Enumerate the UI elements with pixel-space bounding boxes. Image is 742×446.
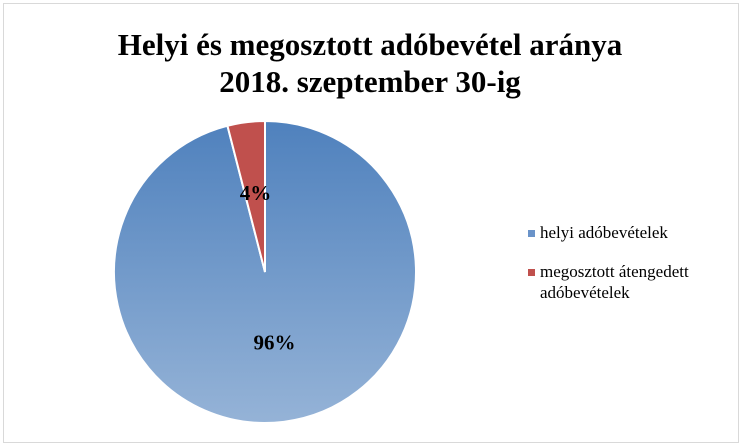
legend-swatch <box>528 230 535 237</box>
data-label: 96% <box>253 331 295 355</box>
pie: 96% 4% <box>113 119 417 424</box>
legend-label: megosztott átengedett adóbevételek <box>540 262 689 302</box>
legend-swatch <box>528 269 535 276</box>
chart-title: 2018. szeptember 30-ig <box>219 64 521 99</box>
legend: helyi adóbevételek megosztott átengedett … <box>528 222 728 321</box>
legend-label: helyi adóbevételek <box>540 223 668 242</box>
legend-entry: megosztott átengedett adóbevételek <box>528 261 728 303</box>
legend-entry: helyi adóbevételek <box>528 222 728 243</box>
data-label: 4% <box>240 181 272 205</box>
pie-slice <box>226 119 266 273</box>
chart-title: Helyi és megosztott adóbevétel aránya <box>118 27 623 62</box>
